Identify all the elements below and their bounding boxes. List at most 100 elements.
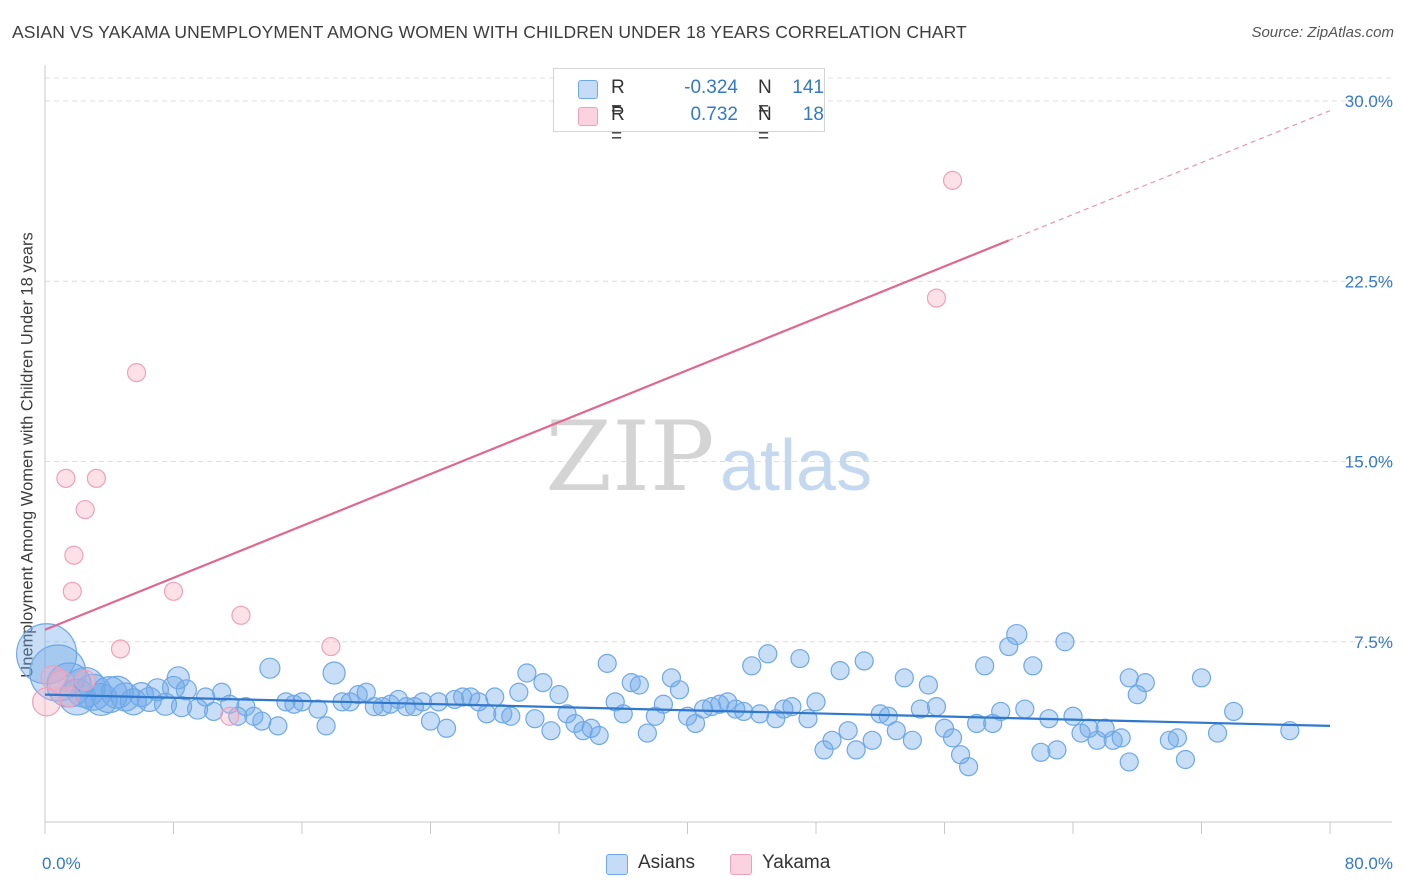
asians-point xyxy=(276,692,296,712)
yakama-point xyxy=(220,706,240,726)
asians-point xyxy=(967,713,987,734)
yakama-point xyxy=(64,545,84,565)
asians-point xyxy=(175,679,197,701)
yakama-point xyxy=(126,363,147,383)
asians-point xyxy=(1135,673,1155,693)
asians-point xyxy=(428,692,449,712)
watermark-zip: ZIP xyxy=(545,401,714,513)
asians-point xyxy=(621,673,641,693)
correlation-legend: R = -0.324 N = 141 R = 0.732 N = 18 xyxy=(553,68,825,147)
tick-labels: 7.5% 15.0% 22.5% 30.0% 0.0% 80.0% xyxy=(42,92,1393,873)
yakama-point xyxy=(75,499,95,520)
asians-point xyxy=(1191,668,1212,688)
yakama-point xyxy=(321,636,341,657)
yakama-legend-swatch xyxy=(730,854,752,875)
asians-point xyxy=(902,730,922,750)
watermark-atlas: atlas xyxy=(720,426,872,506)
asians-point xyxy=(1111,728,1131,748)
asians-point xyxy=(862,730,882,750)
asians-point xyxy=(356,682,376,702)
asians-point xyxy=(669,680,690,700)
yakama-point xyxy=(942,170,963,190)
x-tick-label: 80.0% xyxy=(1345,854,1393,873)
asians-point xyxy=(509,682,529,702)
asians-point xyxy=(436,718,457,738)
asians-point xyxy=(236,697,256,717)
asians-point xyxy=(1175,749,1196,770)
grid-lines xyxy=(45,77,1392,643)
yakama-point xyxy=(231,605,251,625)
asians-point xyxy=(1280,721,1300,741)
legend-n-value: 18 xyxy=(802,104,824,125)
asians-point xyxy=(549,685,569,705)
asians-point xyxy=(1055,632,1075,652)
asians-point xyxy=(846,740,866,760)
asians-point xyxy=(758,644,778,664)
legend-r-value: 0.732 xyxy=(690,104,738,125)
yakama-point xyxy=(86,468,107,488)
asians-point xyxy=(128,682,154,708)
asians-point xyxy=(1006,623,1028,646)
asians-point xyxy=(316,716,336,736)
asians-point xyxy=(975,656,995,676)
yakama-point xyxy=(58,686,80,708)
legend-r-label: R = xyxy=(611,77,625,120)
yakama-points xyxy=(32,170,963,726)
asians-point xyxy=(918,675,939,695)
asians-point xyxy=(782,697,802,717)
y-tick-label: 15.0% xyxy=(1345,453,1393,472)
asians-point xyxy=(1023,656,1043,676)
asians-point xyxy=(854,651,874,671)
legend-r-label: R = xyxy=(611,104,625,147)
axes xyxy=(44,65,1392,834)
asians-point xyxy=(790,648,810,669)
asians-point xyxy=(589,725,609,746)
asians-point xyxy=(806,692,826,712)
asians-point xyxy=(525,709,545,729)
asians-point xyxy=(685,713,706,734)
asians-point xyxy=(420,711,441,731)
asians-legend-label: Asians xyxy=(638,852,696,873)
asians-point xyxy=(541,721,561,741)
asians-point xyxy=(1159,730,1179,750)
asians-point xyxy=(742,656,762,676)
asians-point xyxy=(228,706,248,726)
asians-trend-line xyxy=(44,693,1331,727)
asians-point xyxy=(830,660,850,681)
asians-point xyxy=(204,701,224,722)
asians-point xyxy=(412,692,433,712)
asians-point xyxy=(170,696,193,718)
asians-point xyxy=(166,666,190,690)
asians-point xyxy=(322,661,346,685)
asians-point xyxy=(926,697,947,717)
asians-point xyxy=(501,706,521,726)
yakama-trend-line xyxy=(44,239,1010,631)
yakama-legend-label: Yakama xyxy=(762,852,831,873)
asians-point xyxy=(677,706,698,726)
trend-lines xyxy=(44,110,1331,727)
asians-point xyxy=(999,636,1019,657)
yakama-point xyxy=(74,669,96,691)
asians-point xyxy=(1047,740,1067,760)
yakama-trend-extension xyxy=(1008,110,1331,241)
yakama-point xyxy=(40,665,66,691)
asians-point xyxy=(958,757,979,777)
asians-point xyxy=(557,704,577,724)
yakama-point xyxy=(62,581,82,601)
watermark: ZIP atlas xyxy=(545,401,872,513)
asians-point xyxy=(485,687,505,707)
asians-point xyxy=(934,718,955,738)
asians-point xyxy=(1224,701,1244,722)
asians-point xyxy=(750,704,770,724)
asians-point xyxy=(1015,699,1035,719)
asians-point xyxy=(348,685,368,705)
yakama-swatch xyxy=(578,107,598,126)
asians-point xyxy=(1119,668,1139,688)
asians-point xyxy=(1063,706,1083,726)
y-tick-label: 30.0% xyxy=(1345,92,1393,111)
yakama-point xyxy=(926,288,947,308)
asians-point xyxy=(259,657,281,679)
asians-legend-swatch xyxy=(606,854,628,875)
asians-point xyxy=(894,668,914,688)
